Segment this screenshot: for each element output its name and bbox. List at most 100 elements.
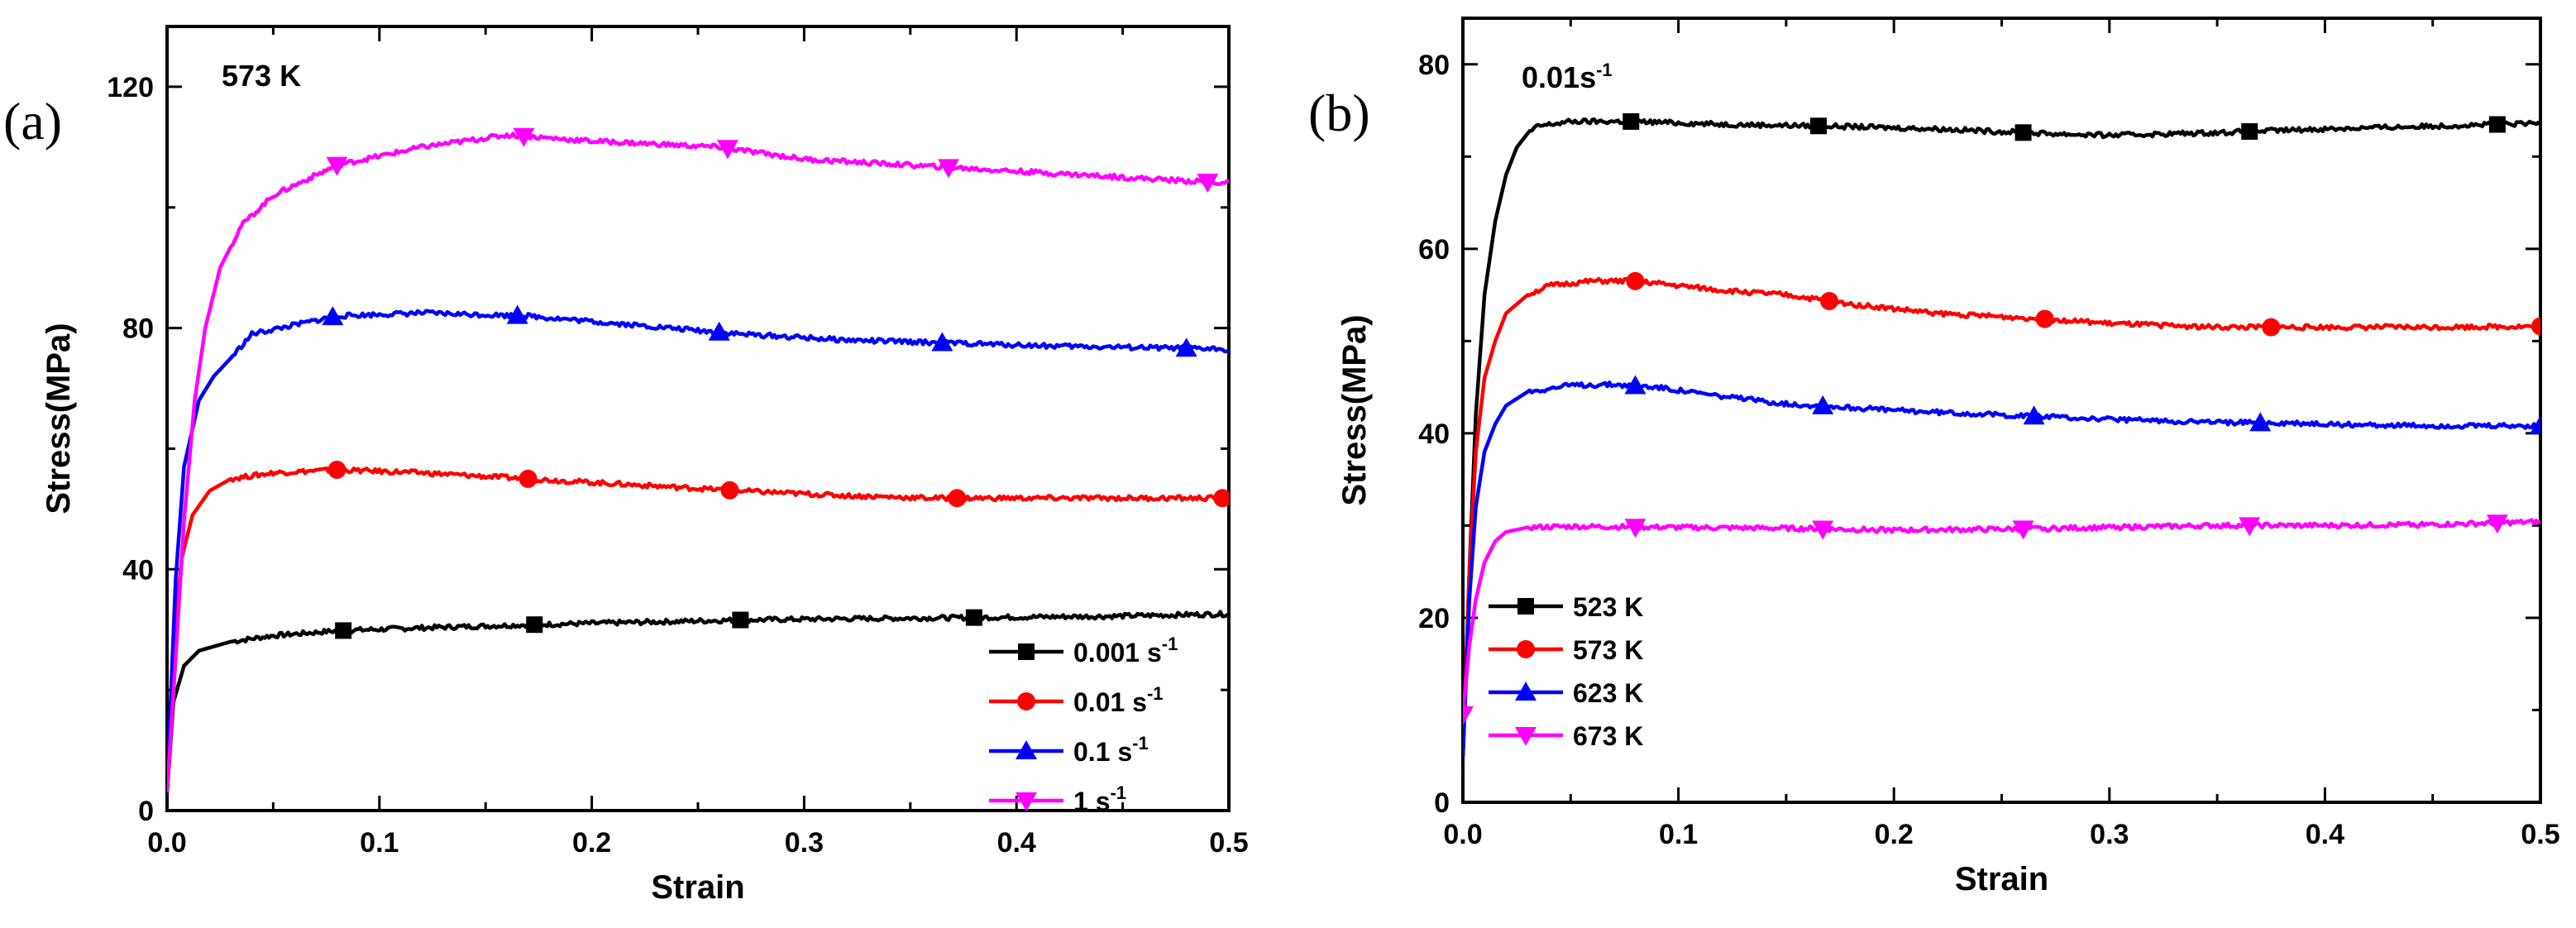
x-tick-label: 0.2 [572, 827, 611, 859]
data-marker [1812, 520, 1834, 540]
data-marker [2241, 122, 2258, 140]
x-tick-label: 0.0 [1443, 819, 1482, 850]
y-tick-label: 0 [1434, 787, 1450, 819]
legend-label-main: 673 K [1573, 721, 1643, 751]
data-marker [2488, 116, 2506, 133]
data-marker [327, 460, 346, 479]
series-line-2 [1463, 380, 2540, 757]
data-marker [506, 304, 528, 324]
data-marker [931, 332, 953, 352]
x-tick-label: 0.5 [1209, 827, 1248, 859]
legend-label-main: 523 K [1573, 592, 1643, 622]
data-marker [1624, 375, 1646, 395]
data-marker [335, 622, 352, 639]
y-tick-label: 40 [122, 554, 154, 586]
series-line-0 [1463, 117, 2540, 757]
data-marker [1175, 337, 1197, 357]
data-marker [732, 611, 749, 629]
data-marker [938, 159, 960, 179]
legend-label-main: 1 s [1073, 787, 1110, 816]
data-marker [1812, 395, 1834, 414]
condition-annotation-main: 573 K [222, 59, 301, 93]
legend-label-sup: -1 [1162, 634, 1178, 654]
legend-label-main: 573 K [1573, 635, 1643, 665]
data-marker [526, 616, 543, 634]
legend-marker [1515, 682, 1537, 701]
condition-annotation-sup: -1 [1596, 60, 1613, 80]
condition-annotation: 573 K [222, 59, 301, 93]
y-tick-label: 40 [1418, 419, 1450, 450]
series-line-0 [167, 610, 1229, 793]
legend: 0.001 s-10.01 s-10.1 s-11 s-1 [989, 634, 1178, 816]
chart-panel-a: 0.0 0.1 0.2 0.3 0.4 0.5 0 40 80 120 Strain Stress(M… [3, 25, 1249, 906]
series-group [1463, 112, 2540, 757]
data-marker [326, 156, 348, 176]
data-marker [2249, 412, 2272, 432]
y-axis-title: Stress(MPa) [41, 323, 77, 514]
legend-label: 0.001 s-1 [1073, 634, 1178, 667]
x-tick-label: 0.2 [1875, 819, 1914, 850]
data-marker [2531, 317, 2540, 336]
x-tick-label: 0.1 [360, 827, 399, 859]
data-marker [1197, 174, 1219, 194]
y-tick-label: 20 [1418, 603, 1450, 634]
legend-label: 0.1 s-1 [1073, 733, 1149, 767]
legend-label: 673 K [1573, 721, 1643, 751]
legend: 523 K 573 K 623 K 673 K [1489, 592, 1643, 751]
legend-label-main: 623 K [1573, 678, 1643, 708]
data-marker [1463, 706, 1474, 726]
legend-label-sup: -1 [1132, 733, 1149, 753]
legend-label-main: 0.01 s [1073, 687, 1147, 717]
y-tick-label: 80 [122, 313, 154, 345]
legend-label: 623 K [1573, 678, 1643, 708]
data-marker [519, 469, 538, 488]
x-axis-title: Strain [1955, 861, 2048, 897]
series-line-3 [167, 132, 1229, 793]
legend-label-sup: -1 [1147, 683, 1164, 704]
legend-label-main: 0.1 s [1073, 737, 1132, 767]
data-marker [2486, 514, 2508, 534]
data-marker [948, 489, 967, 508]
legend-marker [1018, 643, 1035, 660]
data-marker [1626, 271, 1645, 290]
data-marker [2035, 309, 2054, 328]
data-marker [2530, 414, 2540, 434]
y-tick-label: 120 [107, 72, 154, 103]
legend-label: 523 K [1573, 592, 1643, 622]
data-marker [2012, 520, 2034, 540]
data-marker [1624, 519, 1646, 538]
data-marker [513, 127, 535, 147]
legend-marker [1016, 740, 1037, 759]
data-marker [1820, 292, 1839, 311]
x-axis-title: Strain [651, 869, 744, 906]
x-tick-label: 0.5 [2521, 819, 2559, 850]
data-marker [1623, 112, 1640, 130]
data-marker [708, 321, 730, 341]
condition-annotation: 0.01s-1 [1522, 60, 1613, 94]
legend-marker [1016, 792, 1037, 811]
data-marker [720, 481, 739, 500]
condition-annotation-main: 0.01s [1522, 60, 1596, 94]
x-tick-label: 0.1 [1659, 819, 1698, 850]
data-marker [2014, 124, 2032, 141]
legend-label-main: 0.001 s [1073, 638, 1162, 667]
legend-label: 0.01 s-1 [1073, 683, 1164, 717]
series-line-2 [167, 309, 1229, 793]
legend-label: 573 K [1573, 635, 1643, 665]
panel-label: (a) [3, 92, 62, 151]
data-marker [1213, 489, 1229, 508]
legend-label-sup: -1 [1110, 782, 1126, 803]
x-tick-label: 0.3 [785, 827, 824, 859]
y-tick-label: 60 [1418, 234, 1450, 265]
series-line-3 [1463, 518, 2540, 715]
data-marker [322, 306, 344, 326]
y-tick-label: 0 [138, 796, 154, 827]
data-marker [716, 140, 738, 160]
legend-label: 1 s-1 [1073, 782, 1126, 816]
legend-marker [1517, 640, 1535, 658]
data-marker [2023, 405, 2045, 425]
legend-marker [1515, 727, 1537, 746]
y-tick-label: 80 [1418, 50, 1450, 81]
x-tick-label: 0.3 [2090, 819, 2129, 850]
